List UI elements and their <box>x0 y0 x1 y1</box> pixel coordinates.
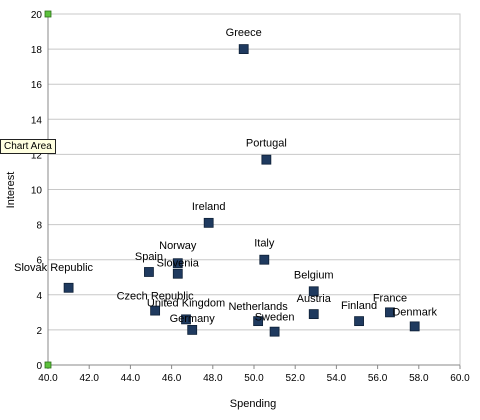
data-point-czech-republic[interactable] <box>150 305 161 316</box>
data-point-france[interactable] <box>385 307 395 318</box>
data-point-slovak-republic[interactable] <box>63 282 74 293</box>
grid-lines <box>48 13 460 331</box>
data-point-netherlands[interactable] <box>253 316 264 327</box>
data-point-greece[interactable] <box>238 44 249 54</box>
x-tick-label: 44.0 <box>121 373 141 384</box>
data-label: Belgium <box>294 269 334 281</box>
data-label: United Kingdom <box>147 297 225 309</box>
tick-labels: 0 2 4 6 8 10 12 14 16 18 20 40.0 42.0 44.0 46.0 48.0 50.… <box>31 10 470 384</box>
data-point-united-kingdom[interactable] <box>181 314 191 325</box>
data-label: Sweden <box>255 312 295 324</box>
data-point-finland[interactable] <box>354 316 364 327</box>
data-point-denmark[interactable] <box>409 321 420 332</box>
data-point-belgium[interactable] <box>308 286 319 297</box>
data-point-sweden[interactable] <box>269 326 280 337</box>
y-tick-label: 12 <box>31 150 43 161</box>
x-axis-label: Spending <box>230 398 277 410</box>
x-tick-label: 52.0 <box>285 373 305 384</box>
data-points[interactable] <box>63 44 420 337</box>
y-tick-label: 0 <box>36 361 42 372</box>
data-point-germany[interactable] <box>187 324 198 335</box>
x-tick-label: 40.0 <box>38 373 58 384</box>
data-label: Norway <box>159 240 197 252</box>
data-point-portugal[interactable] <box>261 154 272 165</box>
y-axis-label: Interest <box>5 172 17 209</box>
data-point-norway[interactable] <box>172 258 183 269</box>
data-label: Austria <box>297 293 332 305</box>
data-label: Greece <box>226 27 262 39</box>
data-label: Slovak Republic <box>14 262 93 274</box>
y-tick-label: 16 <box>31 80 43 91</box>
x-tick-label: 48.0 <box>203 373 223 384</box>
data-label: Portugal <box>246 138 287 150</box>
x-tick-label: 46.0 <box>162 373 182 384</box>
y-tick-label: 2 <box>36 326 42 337</box>
data-point-spain[interactable] <box>144 267 154 277</box>
data-point-slovenia[interactable] <box>172 268 183 279</box>
y-tick-label: 20 <box>31 10 43 21</box>
data-label: Slovenia <box>157 258 200 270</box>
data-label: Italy <box>254 238 275 250</box>
y-tick-label: 10 <box>31 186 43 197</box>
selection-handle[interactable] <box>44 10 52 18</box>
data-label: Finland <box>341 300 377 312</box>
x-tick-label: 56.0 <box>368 373 388 384</box>
x-tick-label: 50.0 <box>244 373 264 384</box>
y-tick-label: 18 <box>31 45 43 56</box>
y-tick-label: 14 <box>31 115 43 126</box>
x-tick-label: 60.0 <box>450 373 470 384</box>
x-tick-label: 54.0 <box>327 373 347 384</box>
data-label: France <box>373 292 407 304</box>
axes <box>44 10 461 369</box>
x-tick-label: 58.0 <box>409 373 429 384</box>
data-label: Germany <box>170 313 216 325</box>
data-label: Denmark <box>392 306 437 318</box>
data-label: Netherlands <box>228 301 288 313</box>
x-tick-label: 42.0 <box>79 373 99 384</box>
data-label: Ireland <box>192 201 226 213</box>
data-label: Czech Republic <box>117 291 195 303</box>
data-label: Spain <box>135 251 163 263</box>
y-tick-label: 4 <box>36 291 42 302</box>
data-point-italy[interactable] <box>259 254 270 265</box>
data-point-austria[interactable] <box>308 309 319 320</box>
selection-handle[interactable] <box>44 361 52 369</box>
chart-area-tooltip: Chart Area <box>0 139 56 154</box>
y-tick-label: 6 <box>36 256 42 267</box>
y-tick-label: 8 <box>36 221 42 232</box>
data-point-ireland[interactable] <box>203 217 214 228</box>
